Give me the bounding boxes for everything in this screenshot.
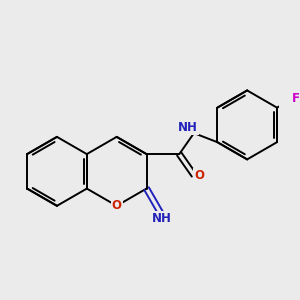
Text: NH: NH (152, 212, 172, 225)
Text: NH: NH (178, 121, 198, 134)
Text: O: O (194, 169, 204, 182)
Text: O: O (112, 199, 122, 212)
Text: F: F (292, 92, 300, 105)
